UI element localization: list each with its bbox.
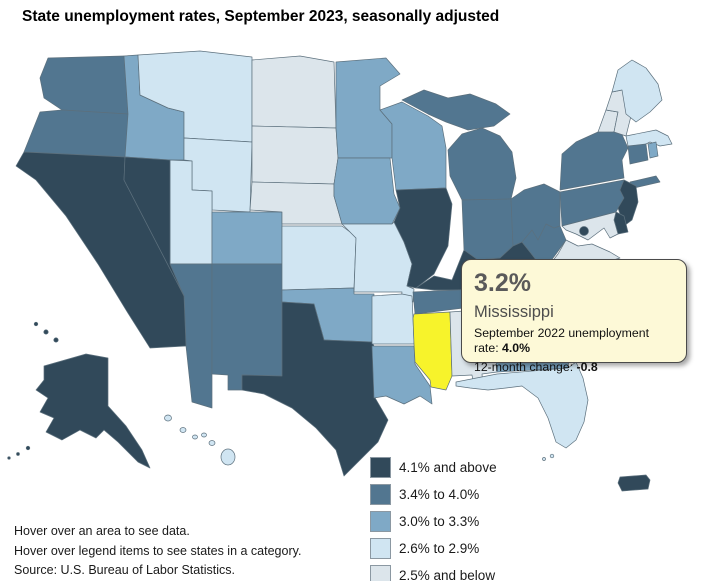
state-wv[interactable]: West Virginia [521,223,567,271]
florida-keys: Florida [549,453,555,459]
aleutian-islands: Alaska [7,456,11,460]
legend-label: 2.5% and below [399,568,496,581]
state-mi-upper[interactable]: Michigan [401,89,511,131]
footer-source-note: Source: U.S. Bureau of Labor Statistics. [14,563,235,577]
state-ct[interactable]: Connecticut [627,143,649,165]
legend-item-25-below[interactable]: 2.5% and below [370,565,497,581]
state-pr[interactable]: Puerto Rico [617,474,651,492]
legend-swatch-26-29 [370,538,391,559]
state-nd[interactable]: North Dakota [251,55,337,129]
state-wa[interactable]: Washington [39,55,129,115]
state-ia[interactable]: Iowa [333,157,401,225]
legend-swatch-25-below [370,565,391,581]
state-sd[interactable]: South Dakota [251,125,339,185]
legend-label: 3.0% to 3.3% [399,514,480,529]
state-il[interactable]: Illinois [393,187,453,289]
state-ar[interactable]: Arkansas [371,293,415,345]
legend-item-34-40[interactable]: 3.4% to 4.0% [370,484,497,505]
tooltip-state-name: Mississippi [474,302,554,321]
tooltip-rate: 3.2% [474,269,531,297]
state-mi-lower[interactable]: Michigan [447,127,517,201]
state-md[interactable]: Maryland [561,211,619,241]
legend-label: 3.4% to 4.0% [399,487,480,502]
state-ak[interactable]: Alaska [35,353,151,469]
tooltip-prev-rate: September 2022 unemployment rate: 4.0% [474,326,674,357]
legend-item-26-29[interactable]: 2.6% to 2.9% [370,538,497,559]
florida-keys: Florida [542,457,546,461]
map-footer-notes: Hover over an area to see data. Hover ov… [14,522,301,581]
state-hi[interactable]: Hawaii [164,414,172,422]
state-in[interactable]: Indiana [461,198,514,261]
legend-label: 4.1% and above [399,460,497,475]
tooltip-change: 12-month change: -0.8 [474,360,674,375]
channel-islands: California [33,321,39,327]
legend-swatch-41-above [370,457,391,478]
state-hi[interactable]: Hawaii [208,440,216,446]
footer-hover-note: Hover over an area to see data. [14,524,190,538]
map-tooltip: 3.2% Mississippi September 2022 unemploy… [461,259,687,374]
state-me[interactable]: Maine [611,59,663,123]
state-fl[interactable]: Florida [455,361,589,449]
page-title: State unemployment rates, September 2023… [22,8,500,25]
channel-islands: California [53,337,59,343]
state-hi[interactable]: Hawaii [220,448,236,466]
legend-label: 2.6% to 2.9% [399,541,480,556]
legend-swatch-30-33 [370,511,391,532]
state-hi[interactable]: Hawaii [179,427,187,433]
state-hi[interactable]: Hawaii [192,434,198,440]
state-nv[interactable]: Nevada [123,156,185,297]
state-hi[interactable]: Hawaii [201,432,207,438]
map-legend: 4.1% and above 3.4% to 4.0% 3.0% to 3.3%… [370,457,497,581]
footer-legend-note: Hover over legend items to see states in… [14,543,302,558]
tooltip-change-label: 12-month change: [474,360,577,375]
state-tx[interactable]: Texas [241,301,389,477]
state-wi[interactable]: Wisconsin [379,101,447,191]
legend-item-41-above[interactable]: 4.1% and above [370,457,497,478]
aleutian-islands: Alaska [25,445,31,451]
tooltip-prev-value: 4.0% [502,340,531,355]
state-nm[interactable]: New Mexico [211,263,283,391]
tooltip-change-value: -0.8 [576,360,598,375]
state-or[interactable]: Oregon [23,109,132,158]
state-co[interactable]: Colorado [211,211,283,265]
tooltip-prev-label: September 2022 unemployment rate: [474,325,649,355]
aleutian-islands: Alaska [16,452,20,456]
channel-islands: California [43,329,49,335]
legend-swatch-34-40 [370,484,391,505]
state-ks[interactable]: Kansas [281,225,357,291]
state-ri[interactable]: Rhode Island [647,141,659,159]
legend-item-30-33[interactable]: 3.0% to 3.3% [370,511,497,532]
state-dc[interactable]: District of Columbia [579,226,589,236]
